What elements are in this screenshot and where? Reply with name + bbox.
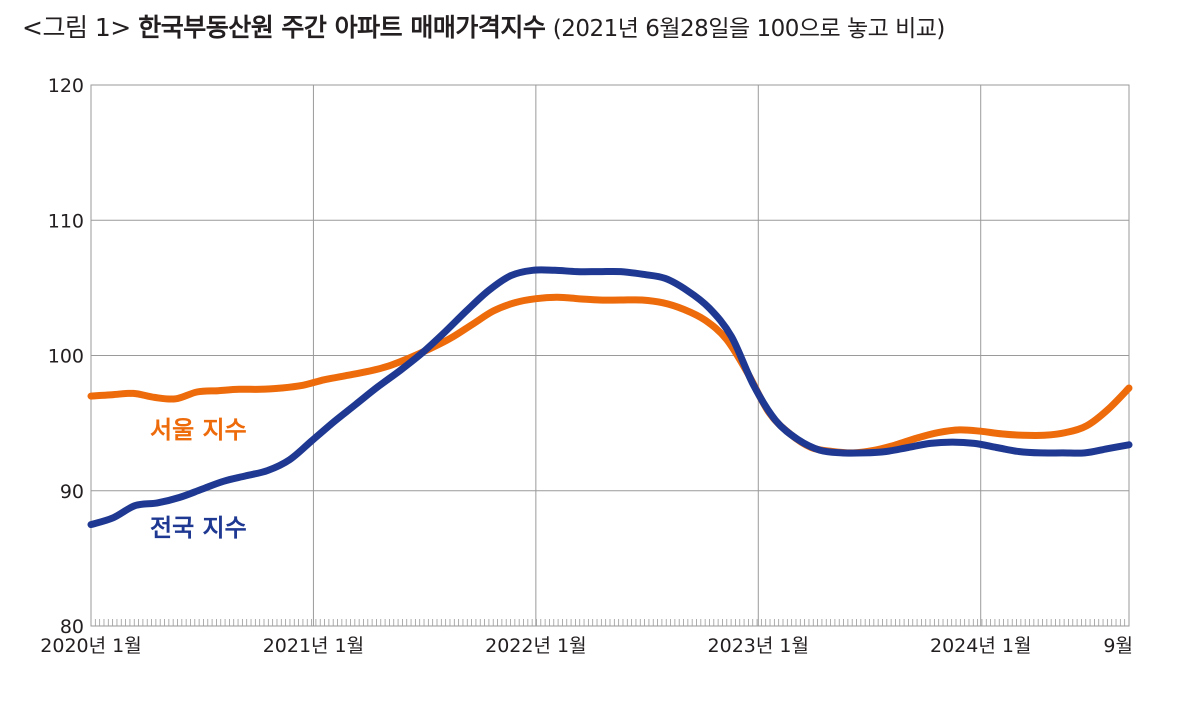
y-tick-label: 110 <box>48 210 84 232</box>
series-label-national: 전국 지수 <box>150 514 247 542</box>
x-tick-label: 2022년 1월 <box>485 635 586 657</box>
y-tick-label: 90 <box>60 481 84 503</box>
chart-title: <그림 1> 한국부동산원 주간 아파트 매매가격지수 (2021년 6월28일… <box>22 8 945 44</box>
x-tick-label: 2023년 1월 <box>708 635 809 657</box>
x-tick-label: 2021년 1월 <box>263 635 364 657</box>
chart-main-title: 한국부동산원 주간 아파트 매매가격지수 <box>138 13 546 42</box>
y-axis-ticks: 80 90 100 110 120 <box>48 75 84 638</box>
x-tick-label: 2020년 1월 <box>40 635 141 657</box>
figure-number: <그림 1> <box>22 13 131 42</box>
series-line-national <box>87 266 1133 529</box>
series-label-seoul: 서울 지수 <box>150 416 247 444</box>
y-tick-label: 80 <box>60 616 84 638</box>
series-lines <box>87 266 1133 529</box>
grid <box>90 84 1130 627</box>
x-axis-ticks: 2020년 1월 2021년 1월 2022년 1월 2023년 1월 2024년 1월… <box>40 635 1133 657</box>
series-line-seoul <box>87 293 1133 457</box>
y-tick-label: 120 <box>48 75 84 97</box>
x-axis-minor-ticks <box>90 619 1130 626</box>
x-tick-label: 9월 <box>1103 635 1133 657</box>
x-tick-label: 2024년 1월 <box>930 635 1031 657</box>
y-tick-label: 100 <box>48 346 84 368</box>
chart-subtitle: (2021년 6월28일을 100으로 놓고 비교) <box>552 16 946 42</box>
